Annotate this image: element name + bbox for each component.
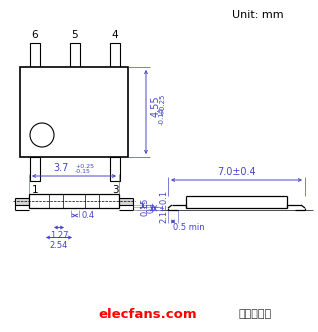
Bar	[119, 198, 133, 205]
Bar	[20, 67, 128, 157]
Text: 1: 1	[32, 185, 38, 195]
Bar	[110, 43, 120, 67]
Text: 4: 4	[112, 30, 118, 40]
Text: +0.25: +0.25	[75, 164, 94, 169]
Text: 电子发烧友: 电子发烧友	[238, 309, 272, 319]
Circle shape	[30, 123, 54, 147]
Bar	[30, 43, 40, 67]
Text: 0.4: 0.4	[82, 211, 95, 220]
Text: 3.7: 3.7	[54, 163, 69, 173]
Text: 5: 5	[72, 30, 78, 40]
Bar	[29, 194, 119, 208]
Bar	[30, 157, 40, 181]
Text: 0.5 min: 0.5 min	[173, 223, 204, 232]
Text: 0.1: 0.1	[147, 201, 156, 213]
Text: 4.55: 4.55	[151, 95, 161, 117]
Text: 3: 3	[112, 185, 118, 195]
Text: 0.15: 0.15	[140, 198, 149, 216]
Text: 1.27: 1.27	[50, 230, 68, 239]
Text: elecfans.com: elecfans.com	[99, 307, 197, 320]
Text: -0.15: -0.15	[159, 107, 165, 125]
Text: 2.54: 2.54	[50, 240, 68, 250]
Text: +0.25: +0.25	[159, 93, 165, 115]
Bar	[110, 157, 120, 181]
Text: 2.1±0.1: 2.1±0.1	[159, 190, 168, 223]
Bar	[70, 43, 80, 67]
Text: Unit: mm: Unit: mm	[232, 10, 284, 20]
Bar	[15, 198, 29, 205]
Text: -0.15: -0.15	[75, 169, 91, 174]
Text: 6: 6	[32, 30, 38, 40]
Text: 7.0±0.4: 7.0±0.4	[217, 167, 256, 177]
